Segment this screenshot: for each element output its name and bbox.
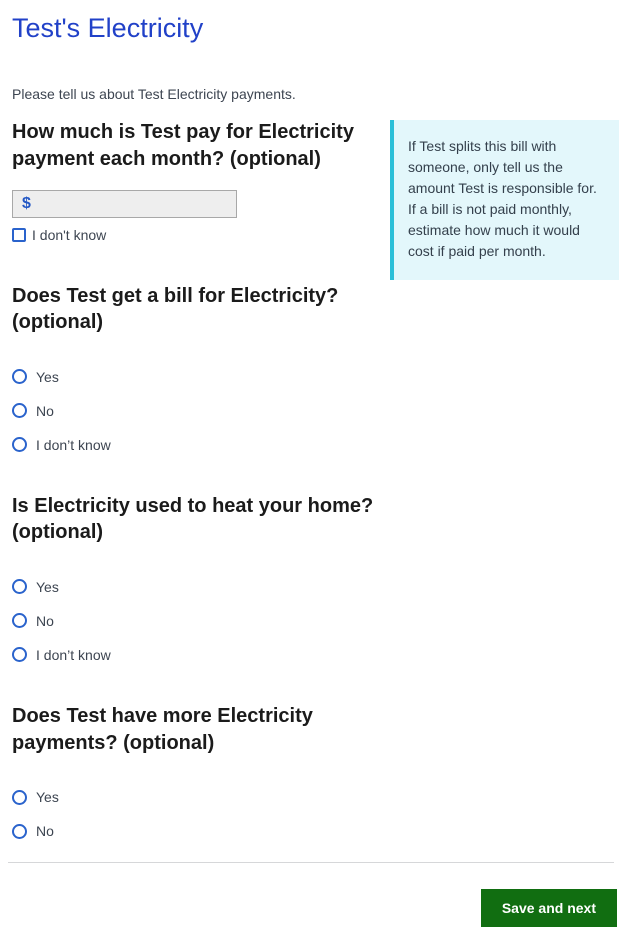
radio-no-label: No: [36, 402, 54, 419]
question-heats-home-options: Yes No I don’t know: [12, 579, 378, 663]
question-monthly-amount: How much is Test pay for Electricity pay…: [12, 119, 378, 243]
radio-dont-know-label: I don’t know: [36, 646, 111, 663]
info-callout: If Test splits this bill with someone, o…: [390, 120, 619, 281]
heats-home-option-no[interactable]: No: [12, 613, 378, 629]
radio-no-label: No: [36, 612, 54, 629]
question-heats-home: Is Electricity used to heat your home? (…: [12, 493, 378, 663]
radio-dont-know[interactable]: [12, 437, 27, 453]
info-callout-text: If Test splits this bill with someone, o…: [408, 138, 597, 260]
radio-no[interactable]: [12, 823, 27, 839]
question-more-payments-heading: Does Test have more Electricity payments…: [12, 704, 313, 754]
monthly-amount-field[interactable]: $: [12, 189, 237, 218]
help-column: If Test splits this bill with someone, o…: [390, 119, 619, 281]
gets-bill-option-dont-know[interactable]: I don’t know: [12, 437, 378, 453]
electricity-form-page: Test's Electricity Please tell us about …: [8, 13, 624, 927]
monthly-amount-input[interactable]: [30, 195, 236, 212]
radio-yes-label: Yes: [36, 368, 59, 385]
question-more-payments-options: Yes No: [12, 789, 378, 839]
heats-home-option-yes[interactable]: Yes: [12, 579, 378, 595]
radio-dont-know[interactable]: [12, 647, 27, 663]
gets-bill-option-no[interactable]: No: [12, 403, 378, 419]
dont-know-checkbox-label: I don't know: [32, 226, 107, 243]
radio-yes-label: Yes: [36, 789, 59, 806]
radio-dont-know-label: I don’t know: [36, 436, 111, 453]
dont-know-checkbox-row[interactable]: I don't know: [12, 227, 378, 243]
gets-bill-option-yes[interactable]: Yes: [12, 369, 378, 385]
question-more-payments: Does Test have more Electricity payments…: [12, 703, 378, 839]
question-gets-bill-options: Yes No I don’t know: [12, 369, 378, 453]
content-columns: How much is Test pay for Electricity pay…: [12, 119, 624, 839]
footer-actions: Save and next: [12, 889, 624, 927]
dont-know-checkbox[interactable]: [12, 227, 26, 242]
more-payments-option-yes[interactable]: Yes: [12, 789, 378, 805]
radio-no[interactable]: [12, 403, 27, 419]
question-monthly-amount-heading: How much is Test pay for Electricity pay…: [12, 121, 354, 170]
footer-divider: [8, 862, 614, 864]
question-heats-home-heading: Is Electricity used to heat your home? (…: [12, 494, 374, 544]
radio-yes[interactable]: [12, 369, 27, 385]
radio-no[interactable]: [12, 613, 27, 629]
more-payments-option-no[interactable]: No: [12, 823, 378, 839]
heats-home-option-dont-know[interactable]: I don’t know: [12, 647, 378, 663]
radio-yes[interactable]: [12, 579, 27, 595]
save-and-next-button[interactable]: Save and next: [480, 889, 617, 927]
page-title: Test's Electricity: [12, 13, 204, 43]
dollar-prefix: $: [22, 194, 31, 212]
radio-no-label: No: [36, 823, 54, 840]
radio-yes[interactable]: [12, 789, 27, 805]
questions-column: How much is Test pay for Electricity pay…: [12, 119, 378, 839]
intro-text: Please tell us about Test Electricity pa…: [12, 86, 296, 103]
question-gets-bill-heading: Does Test get a bill for Electricity? (o…: [12, 284, 339, 334]
radio-yes-label: Yes: [36, 578, 59, 595]
question-gets-bill: Does Test get a bill for Electricity? (o…: [12, 283, 378, 453]
